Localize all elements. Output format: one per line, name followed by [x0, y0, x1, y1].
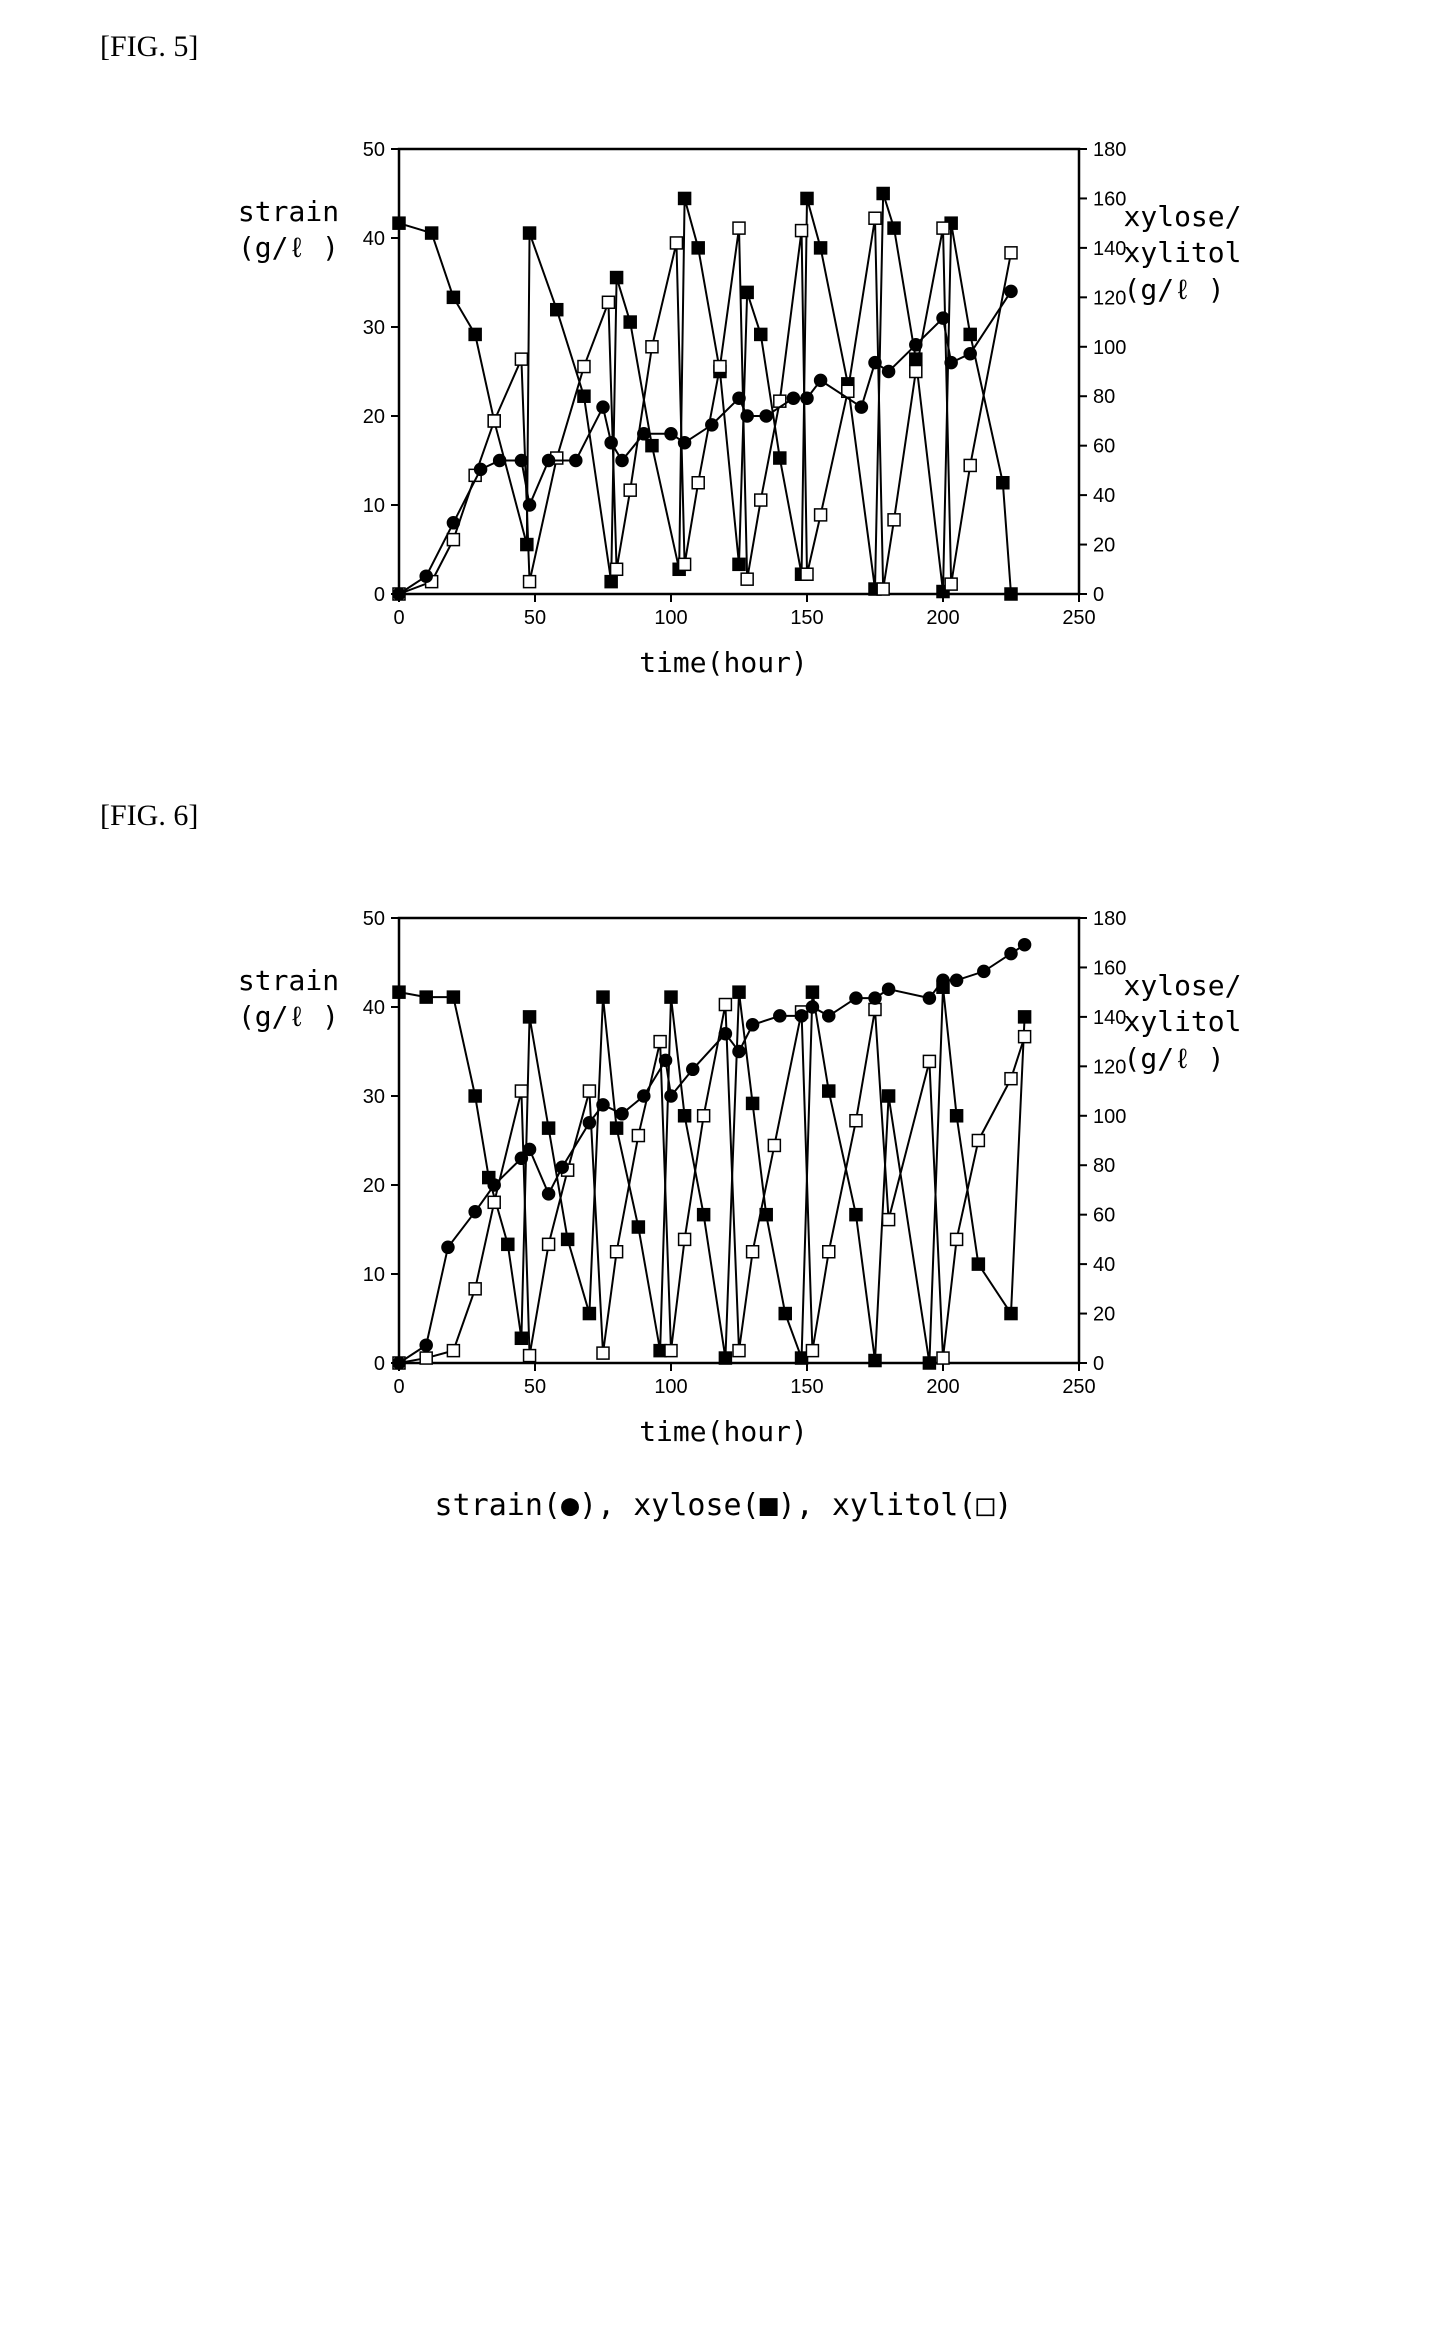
svg-text:40: 40 [362, 997, 384, 1019]
svg-text:120: 120 [1093, 1056, 1126, 1078]
svg-text:150: 150 [790, 607, 823, 629]
fig5-x-axis-label: time(hour) [234, 646, 1214, 679]
svg-text:80: 80 [1093, 1155, 1115, 1177]
svg-text:80: 80 [1093, 386, 1115, 408]
svg-text:40: 40 [362, 228, 384, 250]
fig5-left-axis-label: strain (g/ℓ ) [224, 194, 354, 267]
fig5-svg: 0501001502002500102030405002040608010012… [234, 124, 1214, 644]
svg-text:10: 10 [362, 495, 384, 517]
fig6-left-axis-label: strain (g/ℓ ) [224, 963, 354, 1036]
svg-text:0: 0 [1093, 1353, 1104, 1375]
svg-text:160: 160 [1093, 957, 1126, 979]
svg-text:50: 50 [523, 1376, 545, 1398]
fig6-svg: 0501001502002500102030405002040608010012… [234, 893, 1214, 1413]
svg-text:10: 10 [362, 1264, 384, 1286]
svg-text:180: 180 [1093, 908, 1126, 930]
svg-text:50: 50 [362, 908, 384, 930]
svg-text:60: 60 [1093, 436, 1115, 458]
figure-5: [FIG. 5] strain (g/ℓ ) xylose/xylitol (g… [100, 30, 1347, 679]
svg-text:60: 60 [1093, 1205, 1115, 1227]
figure-6: [FIG. 6] strain (g/ℓ ) xylose/xylitol (g… [100, 799, 1347, 1448]
svg-text:100: 100 [1093, 337, 1126, 359]
fig6-x-axis-label: time(hour) [234, 1415, 1214, 1448]
figure-5-label: [FIG. 5] [100, 30, 1347, 64]
svg-text:100: 100 [1093, 1106, 1126, 1128]
fig5-right-axis-label: xylose/xylitol (g/ℓ ) [1124, 199, 1274, 308]
svg-text:140: 140 [1093, 238, 1126, 260]
svg-text:0: 0 [393, 607, 404, 629]
figure-6-chart: strain (g/ℓ ) xylose/xylitol (g/ℓ ) 0501… [234, 893, 1214, 1448]
svg-text:160: 160 [1093, 188, 1126, 210]
svg-text:40: 40 [1093, 1254, 1115, 1276]
svg-text:30: 30 [362, 1086, 384, 1108]
svg-text:200: 200 [926, 1376, 959, 1398]
svg-text:50: 50 [362, 139, 384, 161]
svg-text:20: 20 [362, 1175, 384, 1197]
figure-5-chart: strain (g/ℓ ) xylose/xylitol (g/ℓ ) 0501… [234, 124, 1214, 679]
svg-text:100: 100 [654, 1376, 687, 1398]
svg-text:100: 100 [654, 607, 687, 629]
svg-text:0: 0 [393, 1376, 404, 1398]
svg-text:150: 150 [790, 1376, 823, 1398]
svg-text:0: 0 [373, 584, 384, 606]
svg-text:40: 40 [1093, 485, 1115, 507]
legend: strain(●), xylose(■), xylitol(□) [100, 1488, 1347, 1523]
svg-text:0: 0 [1093, 584, 1104, 606]
svg-text:20: 20 [362, 406, 384, 428]
svg-text:120: 120 [1093, 287, 1126, 309]
figure-6-label: [FIG. 6] [100, 799, 1347, 833]
svg-text:20: 20 [1093, 1304, 1115, 1326]
svg-text:140: 140 [1093, 1007, 1126, 1029]
svg-text:250: 250 [1062, 1376, 1095, 1398]
svg-text:50: 50 [523, 607, 545, 629]
svg-text:200: 200 [926, 607, 959, 629]
svg-text:30: 30 [362, 317, 384, 339]
svg-text:180: 180 [1093, 139, 1126, 161]
svg-text:20: 20 [1093, 535, 1115, 557]
svg-text:0: 0 [373, 1353, 384, 1375]
svg-text:250: 250 [1062, 607, 1095, 629]
fig6-right-axis-label: xylose/xylitol (g/ℓ ) [1124, 968, 1274, 1077]
